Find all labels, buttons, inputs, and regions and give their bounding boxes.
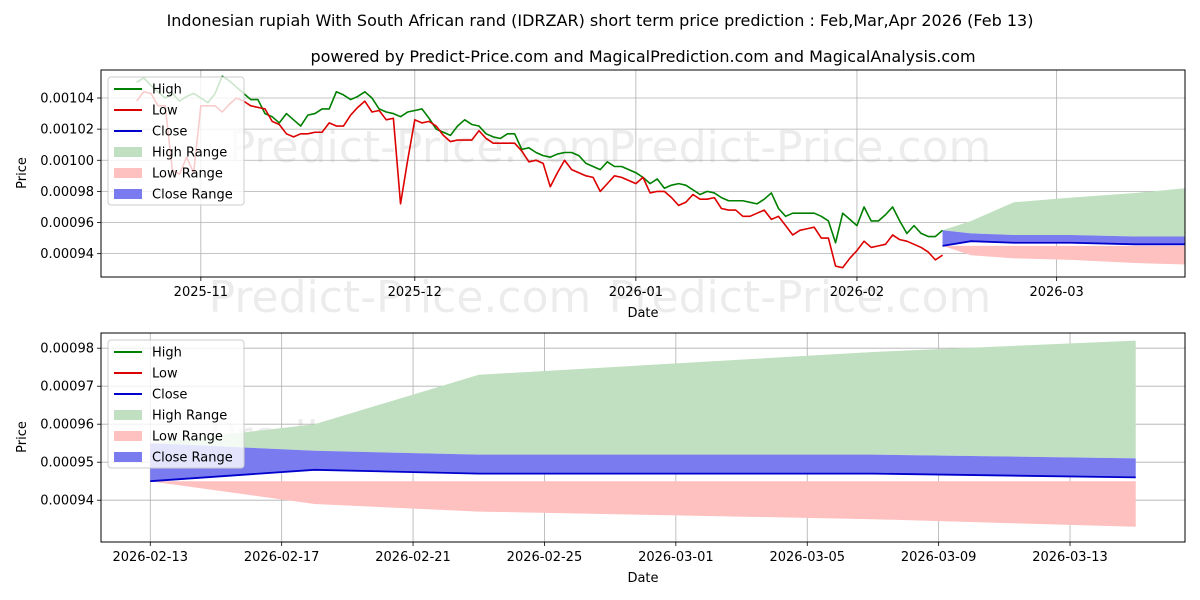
legend-label: Low [152, 104, 178, 119]
x-tick-label: 2026-03-13 [1032, 550, 1108, 565]
top-watermark: Predict-Price.com Predict-Price.com Pred… [209, 122, 992, 323]
y-tick-label: 0.00094 [40, 494, 94, 509]
bottom-plot-frame [100, 332, 1186, 543]
bottom-series-lines [150, 468, 1136, 483]
top-y-axis: 0.00094 0.00096 0.00098 0.00100 0.00102 0.001… [40, 92, 101, 262]
legend-label: Close Range [152, 451, 233, 466]
x-tick-label: 2026-02 [830, 285, 884, 300]
y-tick-label: 0.00095 [40, 456, 94, 471]
x-tick-label: 2026-02-17 [244, 550, 320, 565]
watermark-text: Predict-Price.com [609, 122, 992, 173]
x-tick-label: 2025-11 [174, 285, 228, 300]
top-range-bands [942, 188, 1185, 265]
bottom-range-bands [150, 340, 1136, 527]
x-tick-label: 2026-02-13 [112, 550, 188, 565]
legend-label: High Range [152, 409, 227, 424]
legend-label: Close Range [152, 188, 233, 203]
high-series-line [136, 75, 944, 244]
top-panel: Predict-Price.com Predict-Price.com Pred… [15, 69, 1186, 323]
top-plot-frame [100, 69, 1186, 278]
legend-label: Close [152, 125, 187, 140]
low-series-line [136, 90, 943, 269]
y-tick-label: 0.00097 [40, 380, 94, 395]
close-forecast-line [942, 240, 1185, 247]
y-tick-label: 0.00104 [40, 92, 94, 107]
y-tick-label: 0.00100 [40, 154, 94, 169]
x-tick-label: 2026-03-05 [769, 550, 845, 565]
bottom-panel: Predict-Price.com Predict-Price.com 2026… [15, 332, 1186, 586]
top-x-axis: 2025-11 2025-12 2026-01 2026-02 2026-03 [174, 277, 1084, 300]
bottom-y-axis: 0.00094 0.00095 0.00096 0.00097 0.00098 [40, 342, 101, 509]
watermark-text: Predict-Price.com [209, 272, 592, 323]
top-legend: High Low Close High Range Low Range Close Ran… [107, 76, 245, 206]
y-tick-label: 0.00096 [40, 216, 94, 231]
legend-label: High [152, 83, 182, 98]
high-range-band [150, 340, 1136, 459]
x-tick-label: 2026-02-21 [375, 550, 451, 565]
y-tick-label: 0.00094 [40, 247, 94, 262]
legend-swatch-patch [114, 147, 142, 157]
chart-title: Indonesian rupiah With South African ran… [167, 11, 1034, 30]
legend-swatch-patch [114, 452, 142, 462]
x-tick-label: 2026-03 [1029, 285, 1083, 300]
close-range-band [150, 443, 1136, 482]
bottom-x-axis: 2026-02-13 2026-02-17 2026-02-21 2026-02-25… [112, 542, 1108, 565]
chart-subtitle: powered by Predict-Price.com and Magical… [310, 47, 975, 66]
x-tick-label: 2026-01 [609, 285, 663, 300]
high-range-band [942, 188, 1185, 237]
legend-label: Close [152, 388, 187, 403]
y-tick-label: 0.00102 [40, 123, 94, 138]
legend-label: Low Range [152, 167, 223, 182]
bottom-legend: High Low Close High Range Low Range Close Ran… [107, 339, 245, 469]
y-tick-label: 0.00098 [40, 185, 94, 200]
y-tick-label: 0.00096 [40, 418, 94, 433]
y-tick-label: 0.00098 [40, 342, 94, 357]
top-x-axis-label: Date [627, 306, 658, 321]
legend-swatch-patch [114, 189, 142, 199]
low-range-band [150, 481, 1136, 527]
close-forecast-line [150, 468, 1136, 483]
legend-label: Low Range [152, 430, 223, 445]
legend-swatch-patch [114, 168, 142, 178]
bottom-y-axis-label: Price [15, 421, 30, 453]
legend-label: High [152, 346, 182, 361]
watermark-text: Predict-Price.com [609, 272, 992, 323]
legend-swatch-patch [114, 410, 142, 420]
x-tick-label: 2026-03-01 [638, 550, 714, 565]
top-series-lines [136, 75, 1185, 269]
top-y-axis-label: Price [15, 157, 30, 189]
bottom-x-axis-label: Date [627, 571, 658, 586]
watermark-text: Predict-Price.com [229, 122, 612, 173]
x-tick-label: 2026-03-09 [901, 550, 977, 565]
x-tick-label: 2026-02-25 [507, 550, 583, 565]
legend-swatch-patch [114, 431, 142, 441]
x-tick-label: 2025-12 [388, 285, 442, 300]
legend-label: High Range [152, 146, 227, 161]
legend-label: Low [152, 367, 178, 382]
low-range-band [942, 245, 1185, 265]
